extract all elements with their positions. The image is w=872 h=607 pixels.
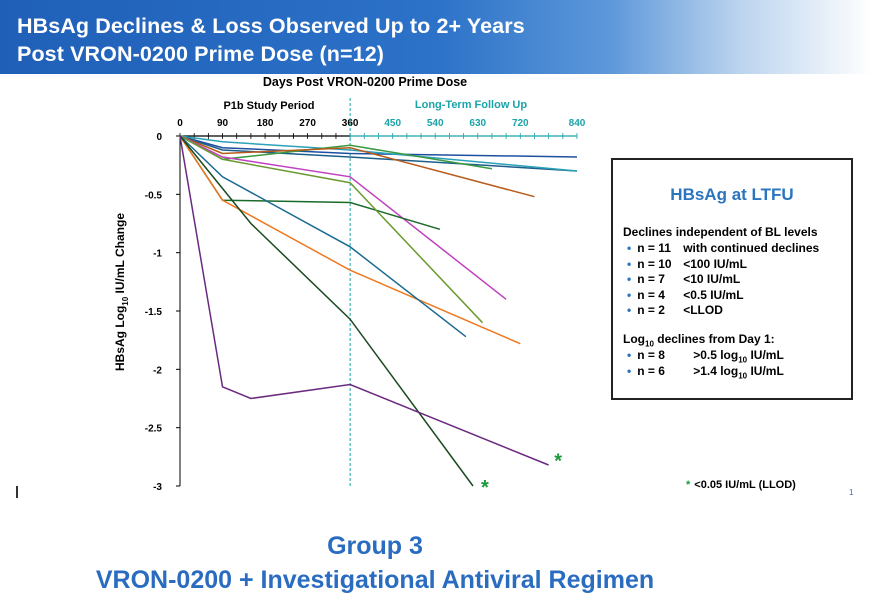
page-number: 1	[849, 488, 854, 497]
y-tick-label: -2	[153, 365, 162, 376]
y-tick-label: -1	[153, 249, 162, 260]
y-tick-label: -0.5	[145, 190, 163, 201]
follow-up-label: Long-Term Follow Up	[415, 99, 528, 111]
y-tick-label: -2.5	[145, 424, 163, 435]
x-tick-label: 540	[427, 118, 444, 129]
x-tick-label: 90	[217, 118, 229, 129]
group-subtitle: VRON-0200 + Investigational Antiviral Re…	[95, 566, 655, 594]
llod-star-2: *	[554, 450, 562, 472]
y-label-subscript: 10	[121, 296, 130, 305]
y-label-part: HBsAg Log	[113, 306, 127, 371]
footnote-text: <0.05 IU/mL (LLOD)	[694, 479, 796, 491]
x-tick-label: 450	[384, 118, 401, 129]
series-line-10	[179, 135, 467, 338]
bullet: •	[627, 272, 632, 286]
y-label-part: IU/mL Change	[113, 213, 127, 297]
group-title: Group 3	[327, 532, 423, 560]
corner-mark	[16, 486, 18, 498]
ltfu-row: • n = 11 with continued declines	[627, 241, 819, 255]
llod-star-1: *	[481, 477, 489, 499]
ltfu-row: • n = 7 <10 IU/mL	[627, 272, 740, 286]
slide-title-line-1: HBsAg Declines & Loss Observed Up to 2+ …	[17, 14, 525, 38]
y-tick-label: -3	[153, 482, 162, 493]
x-tick-label: 270	[299, 118, 316, 129]
ltfu-row: • n = 2 <LLOD	[627, 303, 723, 317]
count: n = 4	[637, 287, 665, 302]
count: n = 7	[637, 272, 665, 286]
series-line-5	[179, 135, 535, 198]
bullet: •	[627, 303, 632, 317]
header-banner: HBsAg Declines & Loss Observed Up to 2+ …	[0, 0, 872, 74]
y-tick-label: -1.5	[145, 307, 163, 318]
series-line-12	[179, 135, 549, 466]
bullet: •	[627, 256, 632, 271]
series-line-6	[179, 135, 507, 300]
ltfu-heading-log-declines: Log10 declines from Day 1:	[623, 332, 775, 349]
series-line-1	[179, 135, 578, 158]
series-layer	[179, 135, 578, 487]
series-line-9	[179, 135, 521, 345]
y-axis-label: HBsAg Log10 IU/mL Change	[113, 213, 130, 371]
count: n = 11	[637, 241, 671, 255]
bullet: •	[627, 287, 632, 302]
footnote-star: *	[686, 479, 691, 491]
row-text: <0.5 IU/mL	[683, 287, 744, 302]
series-line-3	[179, 135, 578, 172]
x-tick-label: 840	[569, 118, 586, 129]
study-period-label: P1b Study Period	[223, 100, 314, 112]
axes-layer: 0 90 180 270 360 450 540 630 720 8400-0.5-1-1.5-2…	[145, 98, 586, 493]
ltfu-summary-box: HBsAg at LTFU Declines independent of BL…	[611, 158, 853, 400]
x-tick-label: 180	[257, 118, 274, 129]
ltfu-log-row: • n = 8 >0.5 log10 IU/mL	[627, 348, 784, 365]
count: n = 10	[637, 256, 672, 271]
series-line-8	[179, 135, 484, 324]
ltfu-box-title: HBsAg at LTFU	[670, 185, 794, 204]
x-tick-label: 720	[512, 118, 529, 129]
row-text: <100 IU/mL	[683, 256, 747, 271]
ltfu-row: • n = 10 <100 IU/mL	[627, 257, 747, 271]
ltfu-heading-declines: Declines independent of BL levels	[623, 225, 818, 239]
y-tick-label: 0	[156, 132, 162, 143]
count: n = 2	[637, 303, 665, 317]
llod-footnote: * <0.05 IU/mL (LLOD)	[686, 479, 796, 491]
row-text: <LLOD	[683, 303, 723, 317]
row-text: with continued declines	[683, 241, 820, 255]
row-text: <10 IU/mL	[683, 272, 741, 286]
ltfu-log-row: • n = 6 >1.4 log10 IU/mL	[627, 363, 784, 380]
marks-layer: **	[481, 450, 562, 499]
series-line-11	[179, 135, 474, 487]
bullet: •	[627, 241, 632, 255]
x-tick-label: 0	[177, 118, 183, 129]
ltfu-row: • n = 4 <0.5 IU/mL	[627, 288, 744, 302]
slide-title-line-2: Post VRON-0200 Prime Dose (n=12)	[17, 42, 385, 66]
x-tick-label: 630	[469, 118, 486, 129]
chart-title: Days Post VRON-0200 Prime Dose	[263, 75, 467, 89]
